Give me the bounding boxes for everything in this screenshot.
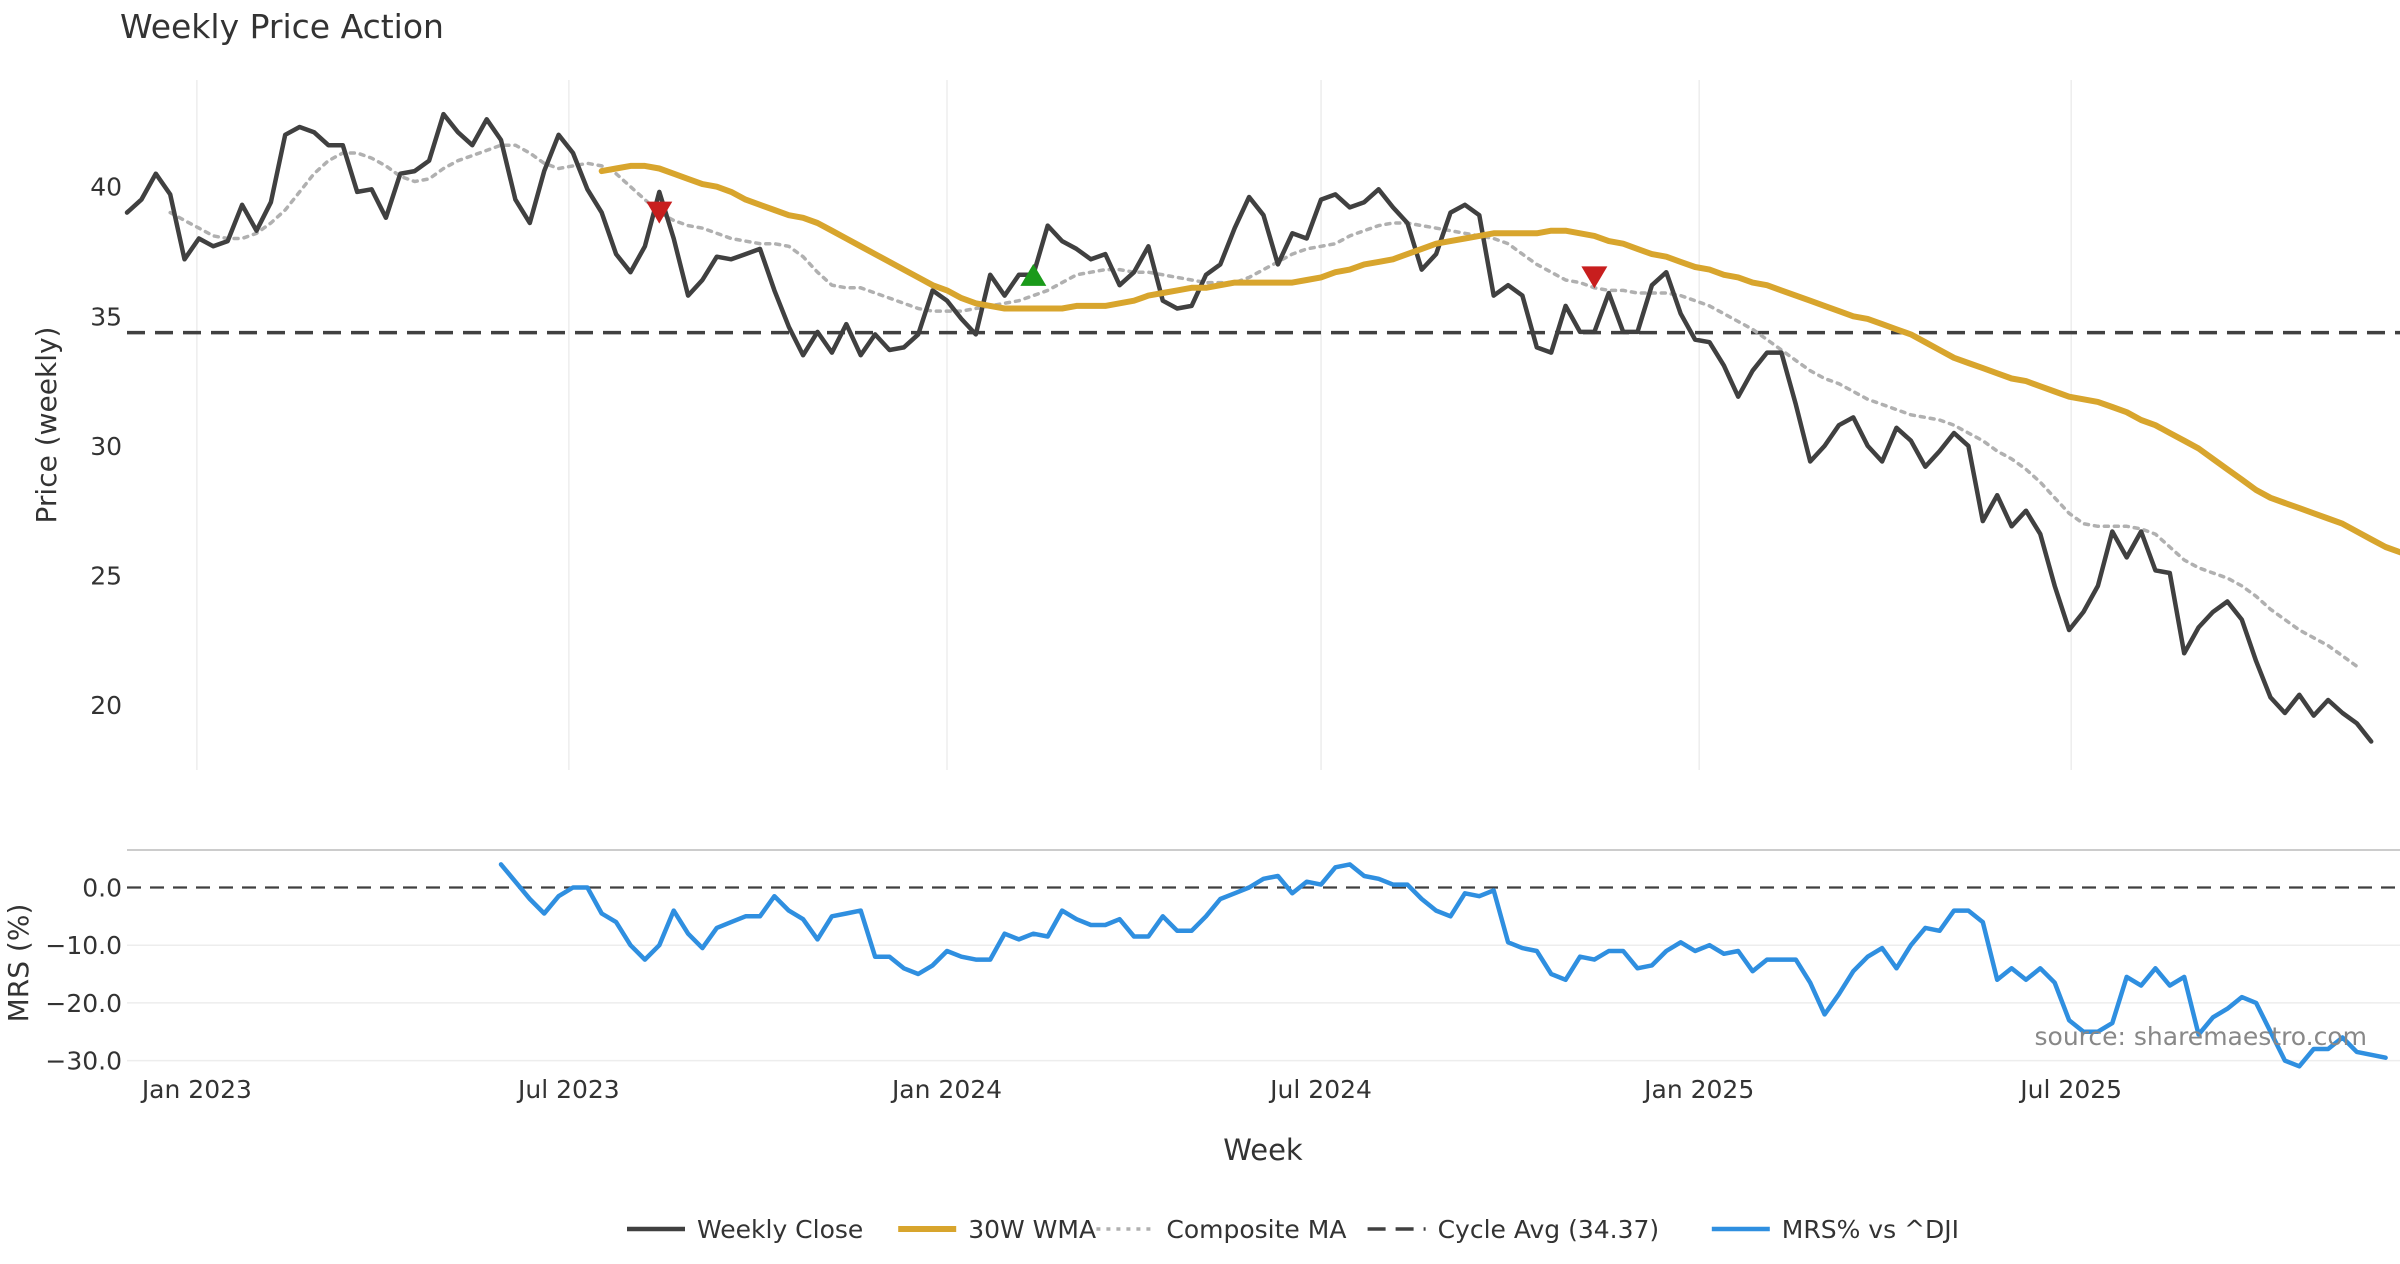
mrs-y-tick-label: −10.0 <box>45 931 122 960</box>
legend-item-weekly-close: Weekly Close <box>627 1215 863 1244</box>
buy-signal-marker <box>1020 263 1047 286</box>
price-grid <box>196 80 2072 770</box>
mrs-line <box>498 862 2388 1069</box>
legend-item-30w-wma: 30W WMA <box>898 1215 1096 1244</box>
x-axis: Jan 2023 Jul 2023 Jan 2024 Jul 2024 Jan 2025… <box>140 1075 2122 1104</box>
price-y-axis: 20 25 30 35 40 <box>90 173 122 721</box>
mrs-grid <box>127 944 2400 1062</box>
mrs-y-tick-label: 0.0 <box>82 874 122 903</box>
composite-ma-line <box>168 143 2359 669</box>
mrs-y-tick-label: −20.0 <box>45 989 122 1018</box>
legend-item-composite-ma: Composite MA <box>1096 1215 1346 1244</box>
mrs-y-axis-label: MRS (%) <box>2 904 35 1023</box>
sell-signal-marker <box>646 201 673 224</box>
legend-label: MRS% vs ^DJI <box>1782 1215 1959 1244</box>
sell-signal-marker <box>1581 266 1608 289</box>
legend-label: Weekly Close <box>697 1215 863 1244</box>
legend-item-mrs-vs-dji: MRS% vs ^DJI <box>1711 1215 1959 1244</box>
30w-wma-line <box>598 162 2400 556</box>
price-y-tick-label: 30 <box>90 432 122 461</box>
mrs-series <box>498 862 2388 1069</box>
legend-item-cycle-avg-34-37: Cycle Avg (34.37) <box>1367 1215 1660 1244</box>
weekly-close-line <box>124 111 2374 744</box>
x-tick-label: Jul 2025 <box>2018 1075 2122 1104</box>
mrs-panel: 0.0 −10.0 −20.0 −30.0 MRS (%) source: share… <box>2 849 2400 1076</box>
chart-title: Weekly Price Action <box>120 7 444 46</box>
x-tick-label: Jul 2024 <box>1268 1075 1372 1104</box>
mrs-y-axis: 0.0 −10.0 −20.0 −30.0 <box>45 874 122 1076</box>
price-y-tick-label: 35 <box>90 302 122 331</box>
mrs-y-tick-label: −30.0 <box>45 1047 122 1076</box>
legend: Weekly Close 30W WMA Composite MA Cycle Avg… <box>627 1215 1959 1244</box>
price-panel: Weekly Price Action 20 25 30 35 40 Price (we… <box>30 7 2400 770</box>
source-attribution: source: sharemaestro.com <box>2035 1022 2368 1051</box>
price-y-axis-label: Price (weekly) <box>30 327 63 524</box>
price-y-tick-label: 25 <box>90 562 122 591</box>
legend-label: 30W WMA <box>968 1215 1096 1244</box>
legend-label: Cycle Avg (34.37) <box>1438 1215 1660 1244</box>
signal-markers <box>646 201 1608 289</box>
x-tick-label: Jul 2023 <box>516 1075 620 1104</box>
x-tick-label: Jan 2023 <box>140 1075 252 1104</box>
x-tick-label: Jan 2025 <box>1642 1075 1754 1104</box>
price-y-tick-label: 20 <box>90 691 122 720</box>
price-y-tick-label: 40 <box>90 173 122 202</box>
legend-label: Composite MA <box>1166 1215 1346 1244</box>
price-series <box>124 111 2400 744</box>
x-axis-label: Week <box>1223 1133 1303 1167</box>
x-tick-label: Jan 2024 <box>890 1075 1002 1104</box>
